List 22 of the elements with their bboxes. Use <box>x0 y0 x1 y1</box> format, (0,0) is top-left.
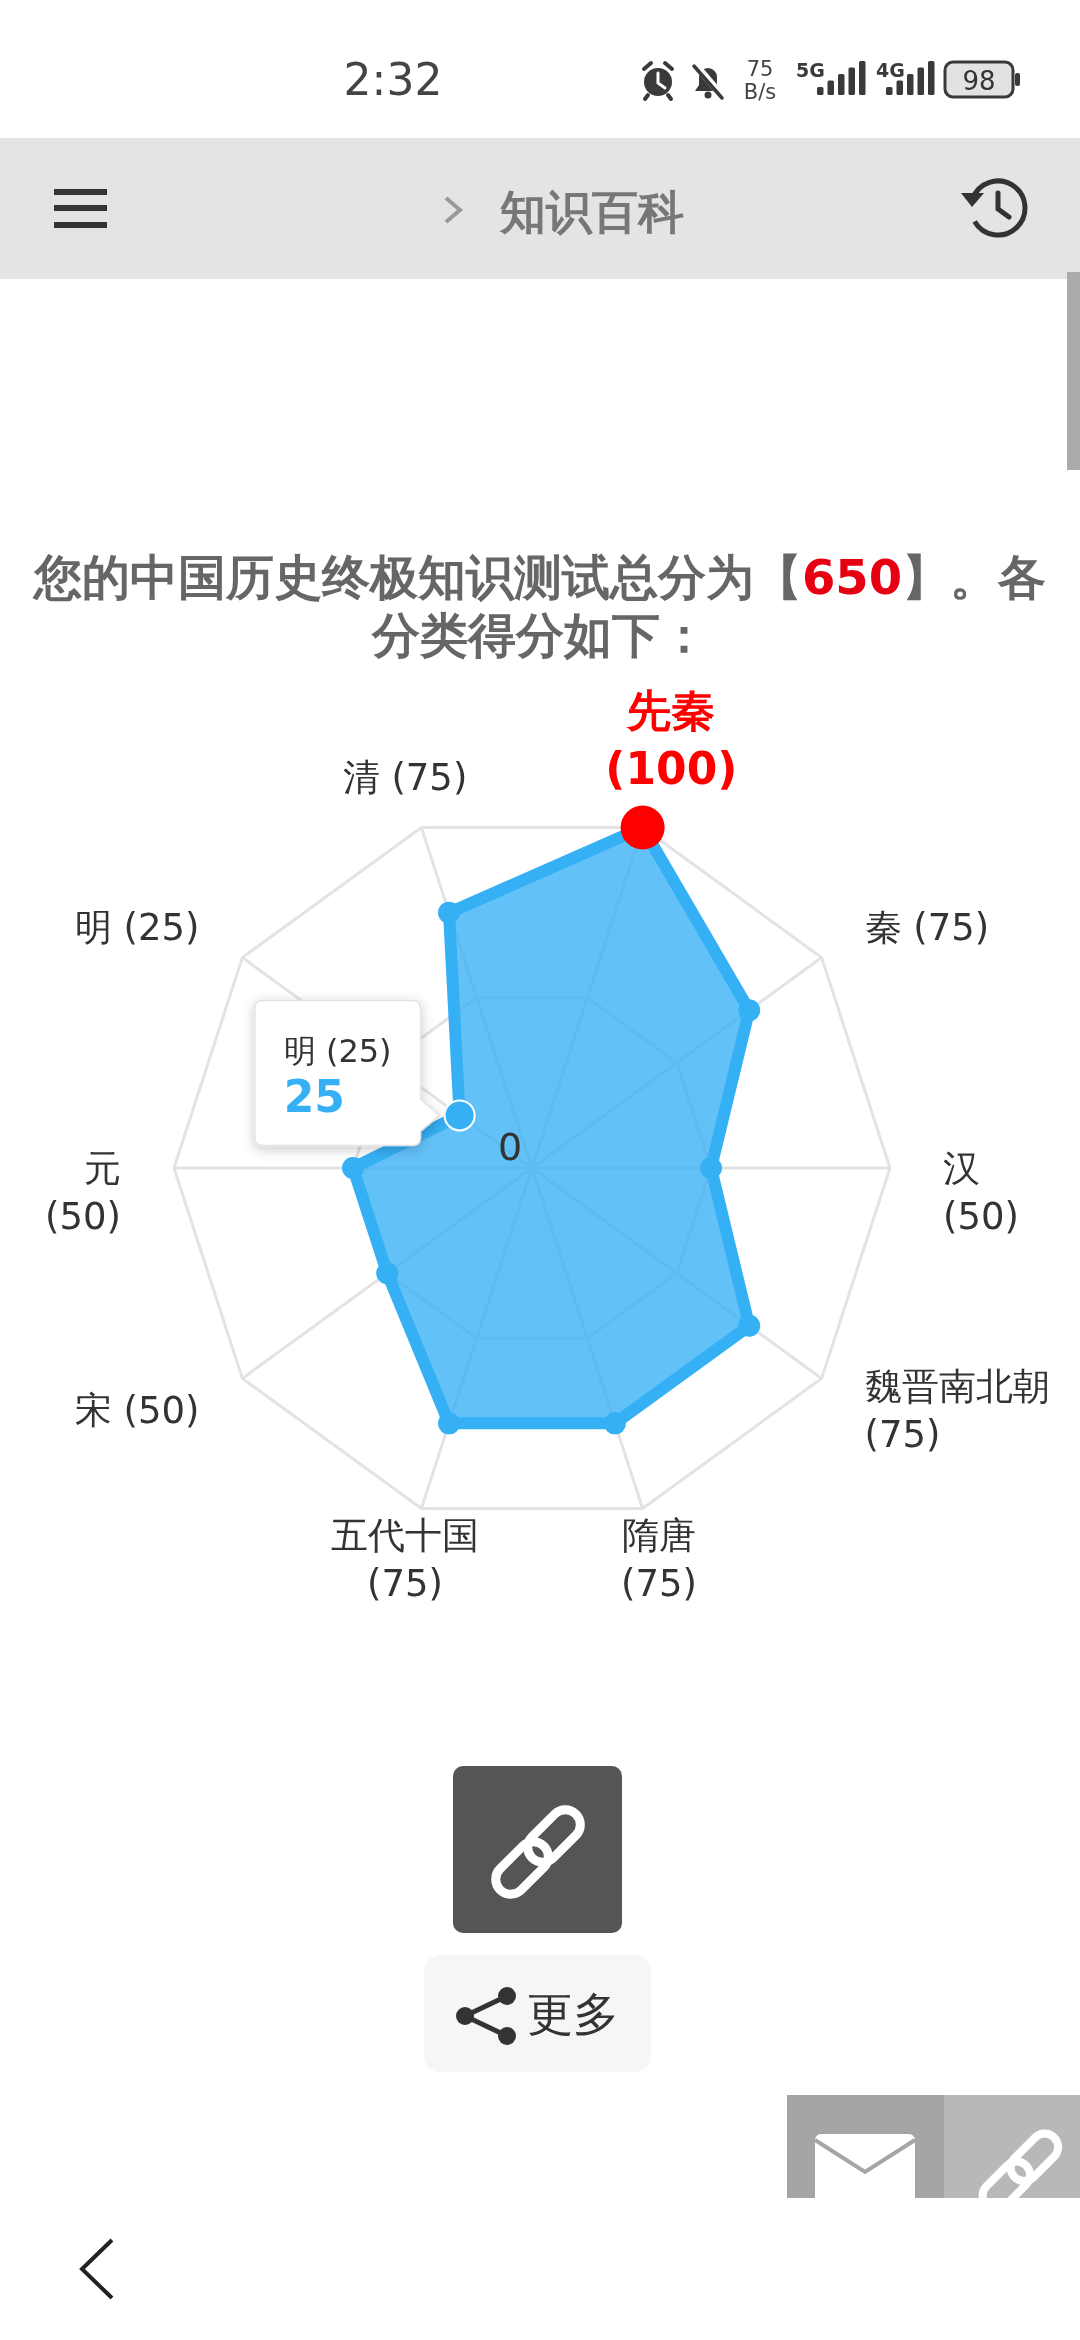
annotation: 0 <box>497 1125 523 1169</box>
category-label: 清 (75) <box>342 756 468 800</box>
category-label: 秦 (75) <box>864 905 990 949</box>
title: 分类得分如下： <box>372 607 708 663</box>
category-label: 先秦 (100) <box>605 685 738 794</box>
annotation: 75 B/s <box>743 57 777 104</box>
category-label: 隋唐 (75) <box>621 1514 697 1606</box>
annotation: 知识百科 <box>500 185 684 239</box>
annotation: 2:32 <box>343 54 443 105</box>
tooltip-text: 明 (25) <box>283 1032 392 1071</box>
title: 您的中国历史终极知识测试总分为【650】。各 <box>33 549 1047 605</box>
category-label: 魏晋南北朝 (75) <box>864 1364 1050 1456</box>
category-label: 元 (50) <box>45 1147 121 1239</box>
annotation: 98 <box>962 66 996 96</box>
annotation: 4G <box>876 59 905 81</box>
category-label: 宋 (50) <box>74 1388 200 1432</box>
category-label: 汉 (50) <box>943 1147 1019 1239</box>
annotation: 更多 <box>527 1987 619 2041</box>
tooltip-text: 25 <box>283 1071 345 1123</box>
category-label: 五代十国 (75) <box>331 1514 479 1606</box>
category-label: 明 (25) <box>74 905 200 949</box>
annotation: 5G <box>796 59 825 81</box>
